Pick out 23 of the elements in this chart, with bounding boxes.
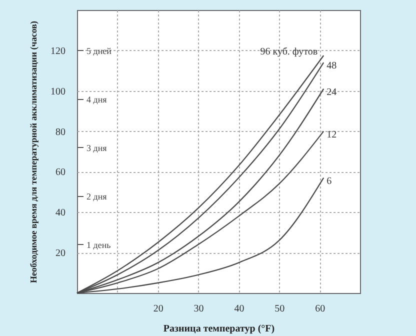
y2-tick-label: 1 день <box>86 240 111 250</box>
x-tick-label: 50 <box>274 304 285 314</box>
y2-tick-label: 2 дня <box>86 191 107 202</box>
y-tick-label: 40 <box>56 208 66 219</box>
series-label: 6 <box>326 176 332 187</box>
series-label: 24 <box>326 86 337 98</box>
y2-tick-label: 5 дней <box>86 46 112 56</box>
y-tick-label: 60 <box>56 167 66 178</box>
x-tick-label: 20 <box>153 304 164 314</box>
y2-tick-label: 3 дня <box>86 142 107 153</box>
x-tick-label: 40 <box>234 304 244 314</box>
y-tick-label: 100 <box>50 86 66 98</box>
y2-tick-label: 4 дня <box>86 94 107 104</box>
y-tick-label: 80 <box>56 126 66 138</box>
y-tick-label: 120 <box>50 46 66 57</box>
series-label: 48 <box>326 60 337 72</box>
series-label: 12 <box>326 129 337 140</box>
x-tick-label: 30 <box>194 304 204 314</box>
x-tick-label: 60 <box>315 304 326 314</box>
y-tick-label: 20 <box>56 248 66 260</box>
x-axis-title: Разница температур (°F) <box>163 324 275 334</box>
y-axis-title: Необходимое время для температурной акклиматизации (часов) <box>28 21 38 283</box>
series-label: 96 куб. футов <box>260 46 318 58</box>
